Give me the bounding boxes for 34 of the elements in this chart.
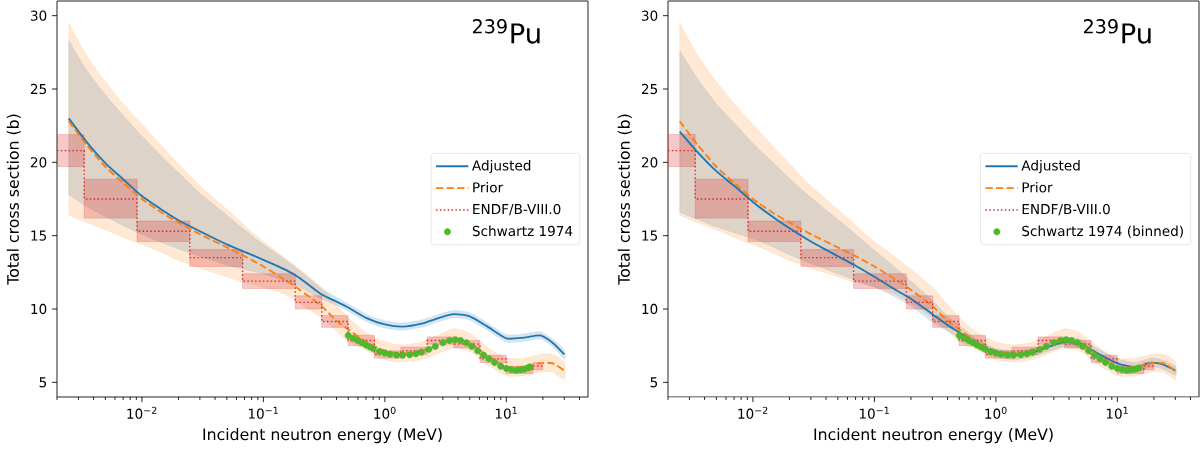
x-axis-title: Incident neutron energy (MeV)	[814, 428, 1053, 444]
y-tick-label: 10	[31, 303, 47, 315]
y-tick-label: 15	[31, 230, 47, 241]
legend-label: ENDF/B-VIII.0	[473, 203, 561, 216]
legend-label: Adjusted	[472, 160, 531, 174]
y-tick-label: 20	[641, 157, 658, 168]
y-tick-label: 5	[39, 377, 47, 388]
y-tick-label: 5	[650, 377, 658, 388]
annotation: $^{239}$Pu	[472, 19, 540, 44]
x-tick-label: 10$^{0}$	[985, 406, 1007, 419]
x-tick-label: 10$^{1}$	[495, 406, 517, 419]
y-tick-label: 30	[30, 10, 47, 21]
x-tick-label: 10$^{1}$	[1106, 406, 1128, 419]
y-axis-title: Total cross section (b)	[6, 114, 21, 285]
legend-label: ENDF/B-VIII.0	[1022, 203, 1110, 216]
x-axis-title: Incident neutron energy (MeV)	[203, 428, 442, 444]
legend-label: Adjusted	[1021, 160, 1080, 174]
legend-label: Schwartz 1974 (binned)	[1022, 225, 1183, 238]
legend-label: Schwartz 1974	[472, 225, 573, 237]
y-axis-title: Total cross section (b)	[617, 114, 632, 285]
y-tick-label: 25	[30, 83, 47, 95]
y-tick-label: 10	[642, 303, 658, 315]
y-tick-label: 30	[641, 10, 658, 21]
x-tick-label: 10$^{0}$	[374, 406, 396, 419]
annotation: $^{239}$Pu	[1083, 19, 1151, 44]
x-tick-label: 10$^{−2}$	[738, 406, 768, 419]
y-tick-label: 15	[642, 230, 658, 241]
legend-label: Prior	[473, 181, 504, 193]
legend-label: Prior	[1022, 181, 1053, 193]
x-tick-label: 10$^{−1}$	[859, 406, 889, 419]
x-tick-label: 10$^{−1}$	[248, 406, 278, 419]
x-tick-label: 10$^{−2}$	[127, 406, 157, 419]
y-tick-label: 20	[30, 157, 47, 168]
y-tick-label: 25	[641, 83, 658, 95]
